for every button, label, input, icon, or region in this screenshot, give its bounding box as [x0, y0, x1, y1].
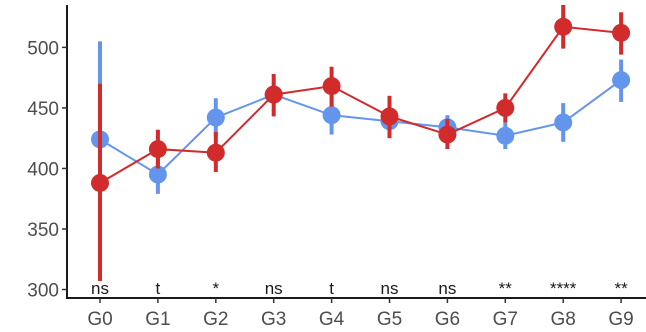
significance-labels: ns t * ns t ns ns ** **** **	[91, 279, 628, 298]
data-point	[554, 113, 573, 132]
x-tick-label: G1	[145, 309, 170, 330]
data-point	[380, 107, 399, 126]
significance-label: ns	[91, 279, 109, 298]
series-line	[99, 25, 622, 184]
x-tick-label: G5	[377, 309, 402, 330]
y-axis: 300 350 400 450 500	[27, 38, 67, 302]
data-point	[206, 108, 225, 127]
significance-label: **	[499, 279, 513, 298]
x-tick-label: G7	[493, 309, 518, 330]
series-line	[99, 79, 622, 176]
data-point	[612, 71, 631, 90]
data-point	[496, 126, 515, 145]
x-tick-label: G6	[435, 309, 460, 330]
x-axis: G0 G1 G2 G3 G4 G5 G6 G7 G8 G9	[87, 298, 634, 330]
data-point	[264, 85, 283, 104]
x-tick-label: G8	[551, 309, 576, 330]
data-point	[554, 17, 573, 36]
data-point	[148, 140, 167, 159]
y-tick-label: 300	[27, 281, 59, 302]
significance-label: ****	[550, 279, 577, 298]
data-point	[612, 23, 631, 42]
data-point	[148, 165, 167, 184]
data-point	[91, 173, 109, 192]
y-tick-label: 500	[27, 38, 59, 59]
data-point	[496, 98, 515, 117]
y-tick-label: 450	[27, 99, 59, 120]
data-point	[322, 77, 341, 96]
significance-label: ns	[438, 279, 456, 298]
series-1	[91, 41, 631, 236]
significance-label: t	[329, 279, 334, 298]
x-tick-label: G4	[319, 309, 345, 330]
significance-label: t	[156, 279, 161, 298]
data-point	[206, 143, 225, 162]
significance-label: *	[212, 279, 219, 298]
significance-label: ns	[381, 279, 399, 298]
x-tick-label: G3	[261, 309, 286, 330]
y-tick-label: 400	[27, 159, 59, 180]
x-tick-label: G9	[608, 309, 633, 330]
data-point	[322, 106, 341, 125]
x-tick-label: G2	[203, 309, 228, 330]
significance-label: ns	[265, 279, 283, 298]
y-tick-label: 350	[27, 220, 59, 241]
series-2	[91, 5, 631, 282]
plot-area	[91, 5, 631, 282]
significance-label: **	[614, 279, 628, 298]
x-tick-label: G0	[87, 309, 112, 330]
data-point	[438, 125, 457, 144]
